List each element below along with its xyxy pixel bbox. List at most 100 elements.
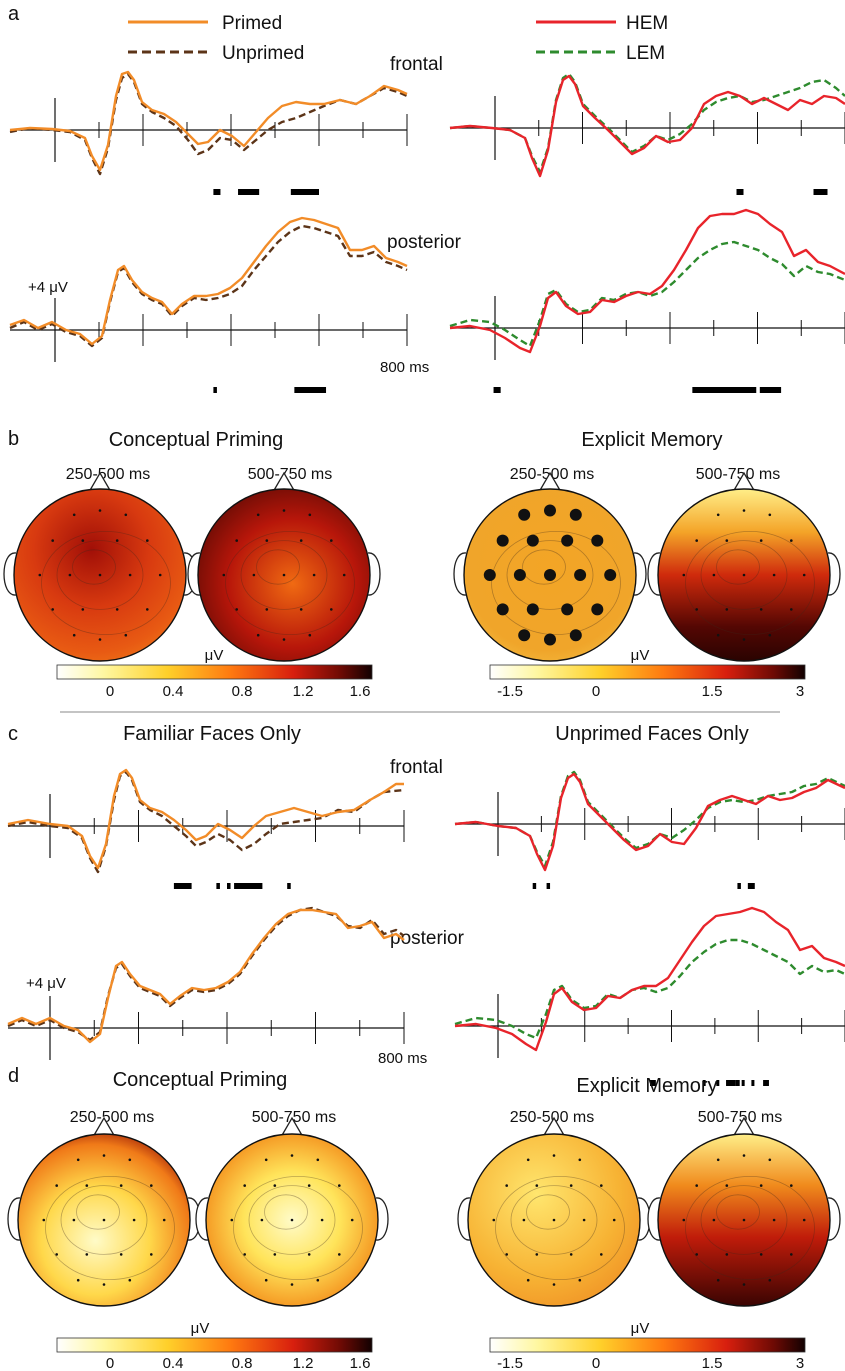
electrode-dot (146, 539, 149, 542)
electrode-dot (612, 1218, 616, 1222)
electrode-dot (695, 608, 698, 611)
colorbar-tick-d-16: 1.6 (350, 1355, 371, 1371)
colorbar-tick-d-p3: 3 (796, 1355, 804, 1371)
sig-bar-a_primed_frontal (213, 189, 221, 195)
electrode-dot (742, 573, 746, 577)
trace-a-posterior-unprimed (9, 224, 408, 348)
electrode-dot (119, 1253, 123, 1256)
electrode-dot (492, 1218, 496, 1222)
legend-label-hem: HEM (626, 13, 668, 34)
trace-c-posterior-hem (454, 906, 845, 1052)
electrode-dot (235, 539, 238, 542)
electrode-dot (316, 1158, 320, 1162)
electrode-dot (282, 638, 286, 641)
electrode-dot (115, 608, 119, 611)
sig-bar-c_primed_frontal (234, 883, 263, 889)
window-b-4: 500-750 ms (696, 466, 781, 483)
electrode-dot (222, 573, 226, 577)
electrode-dot (55, 1184, 58, 1187)
electrode-dot (790, 1253, 793, 1256)
electrode-dot (526, 534, 539, 547)
colorbar-tick-d-m15: -1.5 (497, 1355, 523, 1371)
ear-right-shape (633, 552, 647, 596)
electrode-dot (162, 1218, 166, 1222)
electrode-dot (716, 1278, 720, 1282)
sig-bar-c_primed_frontal (216, 883, 220, 889)
sig-bar-c_primed_frontal (173, 883, 192, 889)
nose-shape (732, 1116, 756, 1138)
electrode-dot (496, 603, 509, 616)
panel-label-a: a (8, 3, 20, 25)
electrode-dot (712, 1218, 716, 1222)
electrode-dot (742, 1218, 746, 1222)
sig-bar-c_hem_posterior (735, 1080, 740, 1086)
colorbar-tick-b-p15: 1.5 (702, 683, 723, 700)
waveform-axes (8, 96, 845, 1060)
electrode-dot (132, 1218, 136, 1222)
electrode-dot (600, 1253, 603, 1256)
colorbar-memory-b (489, 664, 806, 680)
electrode-dot (505, 1253, 509, 1256)
electrode-dot (330, 608, 333, 611)
electrode-dot (316, 1278, 320, 1282)
electrode-dot (552, 1154, 556, 1157)
electrode-dot (350, 1218, 354, 1222)
contour-line (248, 1185, 336, 1255)
nose-shape (88, 471, 112, 493)
sig-bar-c_hem_posterior (741, 1080, 745, 1086)
ear-right-shape (375, 1197, 389, 1241)
contour-line (60, 1185, 148, 1255)
electrode-dot (260, 1218, 264, 1222)
window-b-1: 250-500 ms (66, 466, 151, 483)
trace-c-frontal-hem (454, 772, 845, 872)
contour-line (41, 531, 171, 636)
electrode-dot (526, 603, 539, 616)
electrode-dot (307, 1253, 311, 1256)
title-c-left: Familiar Faces Only (123, 723, 301, 745)
window-d-2: 500-750 ms (252, 1109, 337, 1126)
electrode-dot (102, 1154, 106, 1157)
ear-left-shape (195, 1197, 209, 1241)
colorbars: μV 0 0.4 0.8 1.2 1.6 μV -1.5 0 1.5 3 μV … (56, 647, 806, 1371)
electrode-dot (561, 534, 574, 547)
trace-a-posterior-lem (449, 240, 845, 348)
contour-line (225, 531, 355, 636)
electrode-dot (496, 534, 509, 547)
electrode-dot (682, 1218, 686, 1222)
ear-left-shape (647, 552, 661, 596)
electrode-dot (772, 573, 776, 577)
electrode-dot (483, 569, 496, 581)
colorbar-tick-b-04: 0.4 (163, 683, 184, 700)
electrode-dot (230, 1218, 234, 1222)
trace-c-frontal-primed (7, 768, 404, 870)
trace-a-posterior-primed (9, 216, 408, 346)
erp-waveforms (7, 70, 845, 1052)
electrode-dot (802, 1218, 806, 1222)
sig-bar-a_hem_posterior (692, 387, 757, 393)
electrode-dot (759, 608, 763, 611)
colorbar-tick-d-p15: 1.5 (702, 1355, 723, 1371)
electrode-dot (535, 1253, 539, 1256)
electrode-dot (582, 1218, 586, 1222)
electrode-dot (308, 633, 312, 637)
electrode-dot (308, 513, 312, 517)
sig-bar-c_hem_posterior (726, 1080, 736, 1086)
electrode-dot (72, 633, 76, 637)
electrode-dot (265, 539, 269, 542)
electrode-dot (115, 539, 119, 542)
electrode-dot (578, 1278, 582, 1282)
electrode-dot (124, 513, 128, 517)
sig-bar-c_hem_frontal (546, 883, 551, 889)
electrode-dot (51, 608, 54, 611)
scalp-map-b-memory-late (647, 471, 841, 662)
sig-bar-a_hem_posterior (493, 387, 501, 393)
colorbar-tick-d-08: 0.8 (232, 1355, 253, 1371)
colorbar-tick-b-m15: -1.5 (497, 683, 523, 700)
electrode-dot (790, 539, 793, 542)
contour-line (264, 1194, 308, 1230)
electrode-dot (725, 1184, 729, 1187)
contour-line (685, 1176, 815, 1281)
ear-left-shape (7, 1197, 21, 1241)
sig-bar-c_primed_frontal (227, 883, 231, 889)
sig-bar-c_hem_posterior (751, 1080, 755, 1086)
